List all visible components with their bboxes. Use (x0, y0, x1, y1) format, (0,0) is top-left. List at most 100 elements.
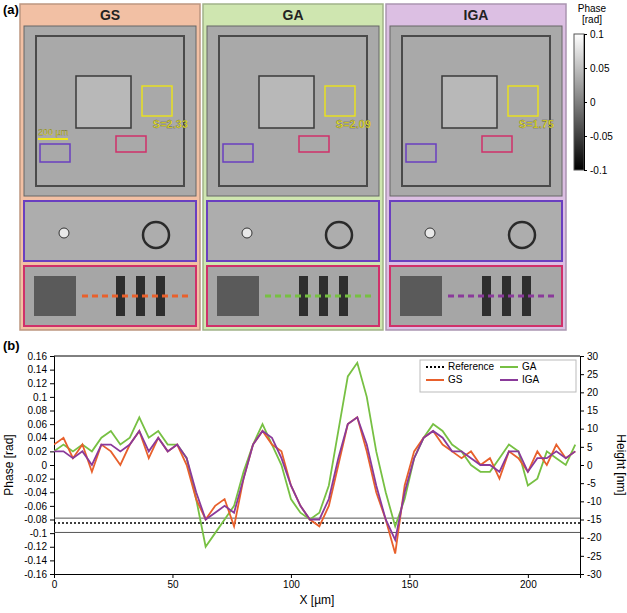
tick-label: 0 (590, 97, 596, 108)
legend-box (420, 360, 576, 392)
tick-mark (50, 465, 54, 466)
tick-label: 10 (587, 423, 599, 434)
profile-line (82, 295, 190, 298)
panel-title: GS (100, 7, 120, 23)
tick: 0 (41, 460, 54, 471)
phase-image (207, 26, 379, 196)
tick-mark (50, 479, 54, 480)
roi-yellow (142, 86, 172, 116)
tick-mark (580, 465, 584, 466)
image-panel: GAS=2.09 (203, 4, 383, 330)
tick-mark (580, 447, 584, 448)
scale-bar-label: 200 µm (38, 127, 68, 137)
tick-label: -30 (587, 569, 602, 580)
tick: -0.06 (24, 501, 54, 512)
y2-axis-title: Height [nm] (614, 434, 627, 495)
tick: -0.14 (24, 555, 54, 566)
tick: -0.04 (24, 487, 54, 498)
tick-mark (50, 506, 54, 507)
zoom-pink (207, 266, 379, 326)
tick-mark (172, 574, 173, 578)
tick: 0 (584, 97, 596, 108)
legend-label: GS (448, 374, 463, 385)
axis-line (581, 357, 585, 575)
roi-blue (406, 144, 436, 162)
axis-line (50, 357, 55, 575)
tick-label: 0.16 (28, 351, 48, 362)
tick: -15 (580, 514, 602, 525)
tick-mark (291, 574, 292, 578)
tick-label: 50 (167, 579, 179, 590)
tick: 0.06 (28, 419, 54, 430)
tick-mark (50, 533, 54, 534)
tick-mark (528, 574, 529, 578)
tick-mark (580, 374, 584, 375)
colorbar-title: Phase[rad] (578, 3, 607, 25)
tick-label: 25 (587, 369, 599, 380)
x-axis: 050100150200 (52, 574, 581, 590)
tick: 100 (283, 574, 300, 590)
zoom-pink (390, 266, 562, 326)
tick-mark (584, 102, 587, 103)
tick: 0.12 (28, 378, 54, 389)
tick-label: 0.12 (28, 378, 48, 389)
tick-mark (584, 170, 587, 171)
tick-label: 0.04 (28, 432, 48, 443)
tick: 0.14 (28, 364, 54, 375)
tick: 15 (580, 405, 599, 416)
tick-mark (580, 429, 584, 430)
tick: 0.02 (28, 446, 54, 457)
tick-mark (580, 556, 584, 557)
tick-label: 0.1 (33, 392, 47, 403)
tick-label: 0 (52, 579, 58, 590)
tick: 150 (402, 574, 419, 590)
tick-mark (50, 370, 54, 371)
target-frame (402, 36, 550, 186)
tick-label: -0.1 (30, 528, 48, 539)
tick-label: 0.14 (28, 364, 48, 375)
tick-label: -25 (587, 551, 602, 562)
scale-bar (38, 138, 68, 140)
profile-line (448, 295, 556, 298)
s-label: S=2.09 (336, 118, 371, 130)
target-frame (219, 36, 367, 186)
tick-label: 15 (587, 405, 599, 416)
tick-label: -0.16 (24, 569, 47, 580)
zoom-feature (509, 222, 535, 248)
phase-image (390, 26, 562, 196)
colorbar-axis: 0.10.050-0.05-0.1 (584, 29, 613, 176)
tick-mark (584, 68, 587, 69)
tick: 30 (580, 351, 599, 362)
tick-label: 0.02 (28, 446, 48, 457)
tick: -10 (580, 496, 602, 507)
tick-mark (50, 560, 54, 561)
target-square (76, 76, 131, 128)
zoom-feature (400, 276, 442, 316)
tick: 5 (580, 442, 593, 453)
tick-label: -0.14 (24, 555, 47, 566)
tick-label: 0.06 (28, 419, 48, 430)
tick-label: 5 (587, 442, 593, 453)
panel-title: IGA (464, 7, 489, 23)
roi-pink (299, 136, 329, 152)
tick-label: -0.02 (24, 473, 47, 484)
legend-swatch (500, 379, 518, 381)
tick: 20 (580, 387, 599, 398)
legend-label: GA (522, 361, 537, 372)
s-label: S=1.75 (519, 118, 554, 130)
image-panel: IGA S=1.75 (386, 4, 566, 330)
tick-mark (50, 438, 54, 439)
legend-swatch (426, 379, 444, 381)
reference-line (54, 522, 580, 524)
phase-image (24, 26, 196, 196)
tick-label: -0.05 (590, 131, 613, 142)
panel-label: (b) (3, 338, 20, 353)
tick-mark (584, 34, 587, 35)
tick: -0.05 (584, 131, 613, 142)
y-axis: -0.16-0.14-0.12-0.1-0.08-0.06-0.04-0.020… (24, 351, 54, 580)
tick-label: 30 (587, 351, 599, 362)
tick: -20 (580, 532, 602, 543)
tick-mark (50, 356, 54, 357)
tick-mark (580, 501, 584, 502)
tick-mark (580, 356, 584, 357)
